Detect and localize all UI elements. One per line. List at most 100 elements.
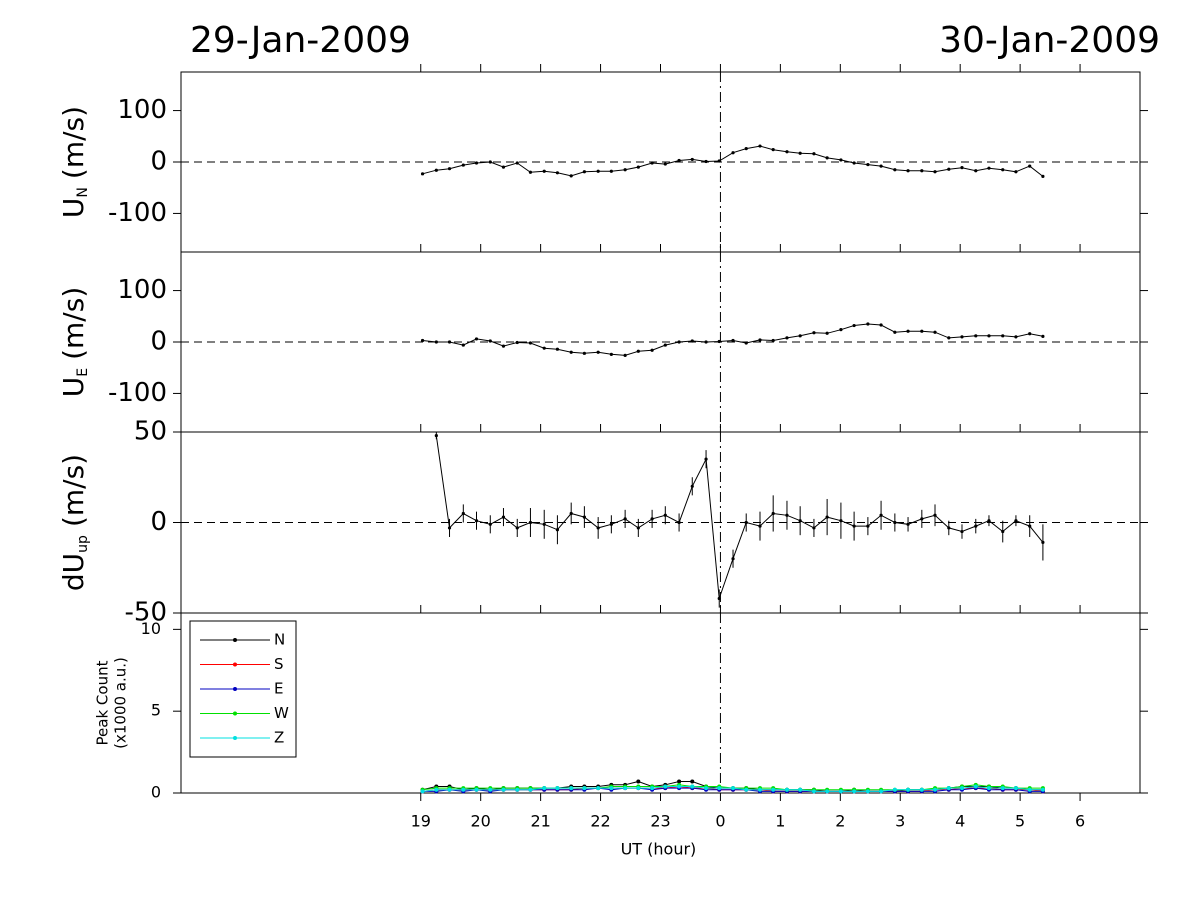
y-label-sub: N xyxy=(75,187,91,197)
data-point xyxy=(663,343,667,347)
data-point xyxy=(609,786,614,791)
data-point xyxy=(474,337,479,341)
y-label-main: U xyxy=(57,377,90,398)
data-point xyxy=(838,789,843,794)
data-point xyxy=(798,151,802,155)
data-point xyxy=(447,340,452,344)
data-point xyxy=(933,787,938,792)
data-point xyxy=(555,786,560,791)
data-point xyxy=(893,520,897,525)
data-point xyxy=(528,520,533,525)
data-point xyxy=(879,323,883,327)
data-point xyxy=(825,515,829,519)
y-tick-label: 100 xyxy=(117,95,167,125)
data-point xyxy=(933,513,937,517)
data-point xyxy=(866,162,870,167)
data-point xyxy=(1028,524,1032,528)
data-point xyxy=(758,524,762,528)
data-point xyxy=(650,517,654,521)
data-point xyxy=(987,334,991,338)
y-axis-label: (x1000 a.u.) xyxy=(112,657,130,749)
data-point xyxy=(609,522,613,526)
data-point xyxy=(974,524,978,528)
data-point xyxy=(542,522,546,526)
data-point xyxy=(515,161,519,165)
data-point xyxy=(798,787,803,792)
data-point xyxy=(1028,332,1032,336)
data-point xyxy=(758,338,762,342)
data-point xyxy=(1027,787,1032,792)
date-right: 30-Jan-2009 xyxy=(939,20,1160,61)
y-tick-label: 0 xyxy=(151,783,161,802)
x-tick-label: 3 xyxy=(895,812,905,831)
data-point xyxy=(825,331,829,335)
data-point xyxy=(731,786,736,791)
data-point xyxy=(623,517,627,521)
data-point xyxy=(785,150,789,154)
data-point xyxy=(1000,786,1005,791)
data-point xyxy=(515,787,520,792)
data-point xyxy=(906,522,910,526)
data-point xyxy=(447,167,452,171)
data-point xyxy=(677,520,681,525)
data-point xyxy=(636,349,640,353)
data-point xyxy=(960,166,964,170)
data-point xyxy=(987,166,991,170)
data-point xyxy=(542,786,547,791)
data-point xyxy=(731,557,735,561)
data-point xyxy=(690,784,695,789)
data-point xyxy=(690,157,694,162)
legend-label: S xyxy=(274,655,284,673)
data-point xyxy=(596,526,600,530)
data-point xyxy=(879,164,883,168)
y-tick-label: 0 xyxy=(150,147,167,177)
data-point xyxy=(1028,164,1032,168)
data-point xyxy=(879,789,884,794)
data-point xyxy=(919,787,924,792)
data-point xyxy=(501,787,506,792)
data-point xyxy=(704,457,708,461)
data-point xyxy=(474,519,479,523)
data-point xyxy=(555,528,560,532)
data-point xyxy=(812,331,816,335)
data-point xyxy=(785,513,789,517)
x-tick-label: 19 xyxy=(411,812,431,831)
data-point xyxy=(528,170,533,174)
data-point xyxy=(771,511,775,516)
data-point xyxy=(771,148,775,152)
y-tick-label: 10 xyxy=(141,619,161,638)
data-point xyxy=(839,158,843,162)
data-point xyxy=(474,161,479,165)
data-point xyxy=(1041,174,1045,178)
data-point xyxy=(542,169,546,173)
data-point xyxy=(420,172,425,176)
data-point xyxy=(906,329,910,333)
legend-marker xyxy=(233,736,237,740)
data-point xyxy=(784,787,789,792)
data-point xyxy=(501,165,506,169)
data-point xyxy=(677,779,682,784)
data-point xyxy=(717,159,721,163)
data-point xyxy=(596,786,601,791)
data-point xyxy=(960,529,964,534)
x-tick-label: 5 xyxy=(1015,812,1025,831)
data-point xyxy=(582,515,586,519)
y-tick-label: -100 xyxy=(108,378,167,408)
data-point xyxy=(811,789,816,794)
data-point xyxy=(920,329,924,333)
data-point xyxy=(623,353,627,357)
data-point xyxy=(947,336,951,340)
y-tick-label: 5 xyxy=(151,701,161,720)
y-tick-label: 0 xyxy=(150,327,167,357)
data-point xyxy=(744,341,748,345)
data-point xyxy=(690,779,695,784)
data-point xyxy=(920,169,924,173)
data-point xyxy=(1014,335,1018,339)
x-tick-label: 23 xyxy=(650,812,670,831)
data-point xyxy=(461,787,466,792)
legend-marker xyxy=(233,687,237,691)
data-point xyxy=(704,159,708,164)
data-point xyxy=(1001,529,1005,534)
data-point xyxy=(785,336,789,340)
data-point xyxy=(677,784,682,789)
